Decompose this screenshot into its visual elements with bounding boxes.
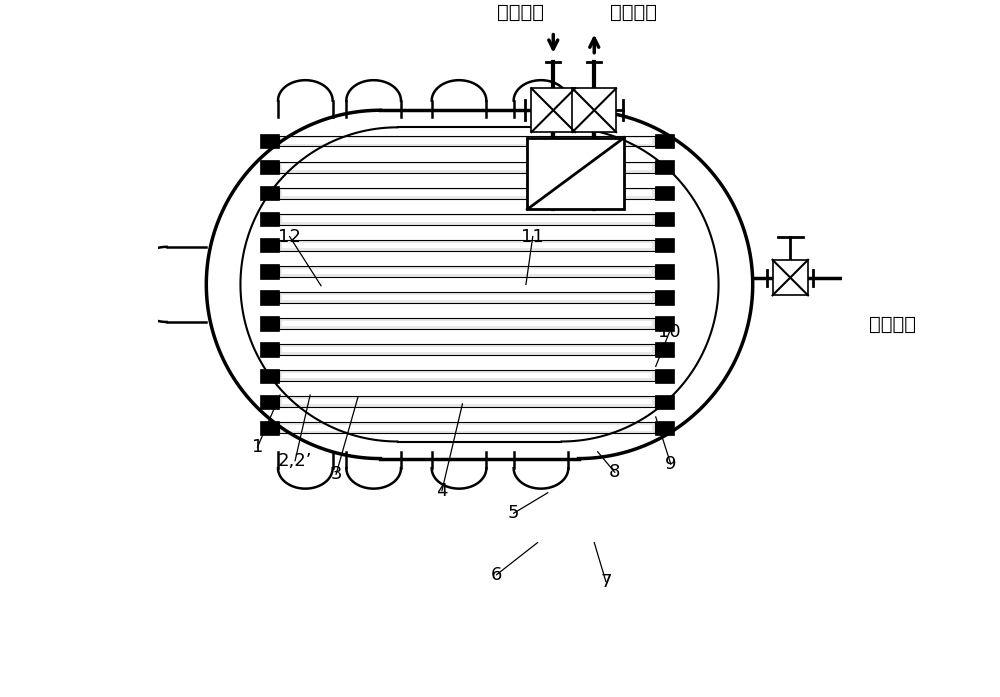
Text: 3: 3 xyxy=(330,466,342,483)
Bar xyxy=(260,264,279,279)
Text: 7: 7 xyxy=(600,572,612,590)
Bar xyxy=(282,138,652,144)
Bar xyxy=(260,186,279,200)
Bar xyxy=(279,422,655,434)
Bar xyxy=(260,290,279,305)
Bar xyxy=(655,342,674,357)
Text: 8: 8 xyxy=(609,464,620,481)
Bar xyxy=(282,295,652,300)
Text: 尾气出口: 尾气出口 xyxy=(610,3,657,22)
Text: 1: 1 xyxy=(252,438,263,456)
Bar xyxy=(773,260,808,296)
Bar xyxy=(655,160,674,174)
Bar xyxy=(260,212,279,227)
Bar xyxy=(282,373,652,378)
Bar xyxy=(260,421,279,435)
Bar xyxy=(531,89,575,132)
Text: 10: 10 xyxy=(658,323,681,342)
Bar xyxy=(655,264,674,279)
Bar xyxy=(282,347,652,353)
Bar xyxy=(279,214,655,224)
Bar xyxy=(279,162,655,173)
Bar xyxy=(260,395,279,409)
Bar xyxy=(279,318,655,329)
Bar xyxy=(279,344,655,355)
Bar xyxy=(282,190,652,196)
Bar xyxy=(282,399,652,404)
Text: 粗氢入口: 粗氢入口 xyxy=(497,3,544,22)
Text: 2,2’: 2,2’ xyxy=(278,452,312,470)
Bar xyxy=(655,395,674,409)
Text: 11: 11 xyxy=(521,228,544,245)
Text: 9: 9 xyxy=(665,455,677,473)
Bar xyxy=(655,212,674,227)
Text: 12: 12 xyxy=(278,228,301,245)
Bar xyxy=(260,160,279,174)
Bar xyxy=(279,187,655,199)
Bar xyxy=(282,321,652,326)
Bar xyxy=(655,316,674,330)
Bar xyxy=(655,290,674,305)
Bar xyxy=(279,135,655,146)
Bar xyxy=(527,137,624,209)
Bar xyxy=(260,238,279,252)
Bar xyxy=(282,425,652,431)
Text: 5: 5 xyxy=(508,504,519,522)
Text: 6: 6 xyxy=(491,566,502,583)
Bar xyxy=(282,217,652,222)
Text: 4: 4 xyxy=(436,482,448,500)
Bar xyxy=(260,134,279,148)
Bar xyxy=(279,370,655,381)
Bar xyxy=(279,397,655,407)
Bar xyxy=(655,134,674,148)
Bar xyxy=(279,240,655,251)
Bar xyxy=(655,238,674,252)
Bar xyxy=(655,369,674,383)
Bar xyxy=(282,268,652,274)
Bar xyxy=(260,369,279,383)
Bar xyxy=(279,292,655,303)
Bar xyxy=(282,243,652,248)
Bar xyxy=(260,316,279,330)
Bar xyxy=(282,164,652,170)
Bar xyxy=(572,89,616,132)
Bar xyxy=(655,421,674,435)
Bar xyxy=(279,266,655,277)
Bar xyxy=(260,342,279,357)
Bar xyxy=(655,186,674,200)
Text: 纯氢出口: 纯氢出口 xyxy=(869,314,916,334)
